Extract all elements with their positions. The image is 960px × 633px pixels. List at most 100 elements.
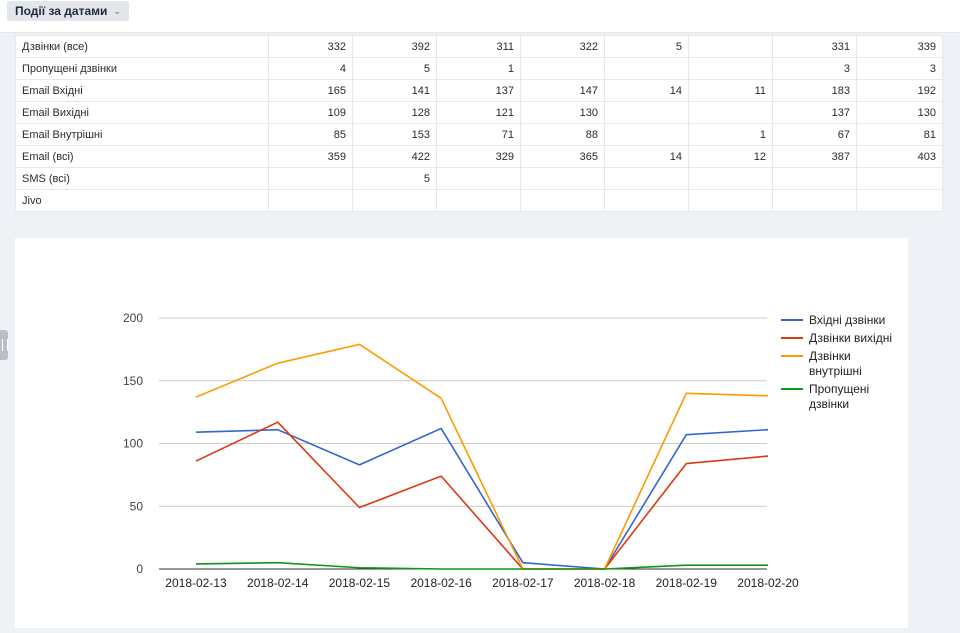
table-cell: 12 bbox=[688, 145, 773, 168]
x-tick-label: 2018-02-14 bbox=[247, 576, 309, 590]
x-tick-label: 2018-02-17 bbox=[492, 576, 554, 590]
stats-table: Дзвінки (все) 332 392 311 322 5 331 339 Пропущен… bbox=[15, 35, 943, 212]
series-line bbox=[195, 427, 769, 570]
legend-label: Дзвінки bbox=[809, 349, 851, 363]
table-cell: 5 bbox=[604, 35, 689, 58]
table-cell: 14 bbox=[604, 145, 689, 168]
table-cell bbox=[688, 101, 773, 124]
table-cell: 322 bbox=[520, 35, 605, 58]
table-cell bbox=[268, 189, 353, 212]
legend-label: внутрішні bbox=[809, 364, 862, 378]
table-cell bbox=[856, 167, 943, 190]
table-cell: 14 bbox=[604, 79, 689, 102]
table-cell: 137 bbox=[772, 101, 857, 124]
table-row: Дзвінки (все) 332 392 311 322 5 331 339 bbox=[15, 35, 943, 58]
table-cell: 130 bbox=[856, 101, 943, 124]
table-row: Email Внутрішні 85 153 71 88 1 67 81 bbox=[15, 123, 943, 146]
x-tick-label: 2018-02-19 bbox=[656, 576, 718, 590]
line-chart: 0 50 100 150 200 2018-02-13 2018-02-14 2018-02-… bbox=[123, 311, 892, 590]
row-label: Email Вхідні bbox=[15, 79, 269, 102]
table-cell: 359 bbox=[268, 145, 353, 168]
x-tick-label: 2018-02-15 bbox=[329, 576, 391, 590]
table-cell: 137 bbox=[436, 79, 521, 102]
x-tick-label: 2018-02-13 bbox=[165, 576, 227, 590]
row-label: Jivo bbox=[15, 189, 269, 212]
table-cell bbox=[772, 167, 857, 190]
table-cell: 128 bbox=[352, 101, 437, 124]
legend-label: дзвінки bbox=[809, 397, 849, 411]
table-cell: 81 bbox=[856, 123, 943, 146]
row-label: SMS (всі) bbox=[15, 167, 269, 190]
row-label: Дзвінки (все) bbox=[15, 35, 269, 58]
series-line bbox=[195, 343, 769, 570]
date-filter-dropdown[interactable]: Події за датами ⌄ bbox=[7, 1, 129, 21]
table-cell: 3 bbox=[856, 57, 943, 80]
table-cell bbox=[268, 167, 353, 190]
table-cell: 141 bbox=[352, 79, 437, 102]
table-cell bbox=[436, 167, 521, 190]
table-row: Email (всі) 359 422 329 365 14 12 387 403 bbox=[15, 145, 943, 168]
row-label: Email (всі) bbox=[15, 145, 269, 168]
table-cell bbox=[520, 57, 605, 80]
table-cell: 192 bbox=[856, 79, 943, 102]
table-cell: 109 bbox=[268, 101, 353, 124]
table-cell: 311 bbox=[436, 35, 521, 58]
table-cell: 365 bbox=[520, 145, 605, 168]
table-cell bbox=[604, 123, 689, 146]
table-cell: 67 bbox=[772, 123, 857, 146]
y-tick-label: 100 bbox=[123, 437, 143, 451]
table-cell: 153 bbox=[352, 123, 437, 146]
table-cell: 88 bbox=[520, 123, 605, 146]
y-tick-label: 0 bbox=[136, 562, 143, 576]
table-cell: 11 bbox=[688, 79, 773, 102]
table-cell: 5 bbox=[352, 57, 437, 80]
legend-label: Дзвінки вихідні bbox=[809, 331, 892, 345]
table-cell: 339 bbox=[856, 35, 943, 58]
chevron-down-icon: ⌄ bbox=[113, 5, 121, 16]
table-cell: 5 bbox=[352, 167, 437, 190]
table-row: Jivo bbox=[15, 189, 943, 212]
y-tick-label: 200 bbox=[123, 311, 143, 325]
legend-label: Пропущені bbox=[809, 382, 869, 396]
series-line bbox=[195, 561, 768, 570]
y-tick-label: 150 bbox=[123, 374, 143, 388]
table-row: Email Вихідні 109 128 121 130 137 130 bbox=[15, 101, 943, 124]
table-cell bbox=[352, 189, 437, 212]
table-cell: 403 bbox=[856, 145, 943, 168]
table-cell bbox=[604, 189, 689, 212]
table-cell: 392 bbox=[352, 35, 437, 58]
table-cell: 121 bbox=[436, 101, 521, 124]
table-cell bbox=[772, 189, 857, 212]
series-line bbox=[195, 421, 769, 570]
row-label: Пропущені дзвінки bbox=[15, 57, 269, 80]
table-cell bbox=[688, 35, 773, 58]
table-cell bbox=[520, 189, 605, 212]
top-toolbar: Події за датами ⌄ bbox=[0, 0, 960, 33]
table-cell bbox=[604, 57, 689, 80]
table-cell: 85 bbox=[268, 123, 353, 146]
table-cell: 183 bbox=[772, 79, 857, 102]
table-row: Пропущені дзвінки 4 5 1 3 3 bbox=[15, 57, 943, 80]
table-cell: 147 bbox=[520, 79, 605, 102]
table-cell: 331 bbox=[772, 35, 857, 58]
row-label: Email Внутрішні bbox=[15, 123, 269, 146]
table-cell bbox=[856, 189, 943, 212]
table-cell: 422 bbox=[352, 145, 437, 168]
table-cell: 387 bbox=[772, 145, 857, 168]
table-cell bbox=[604, 167, 689, 190]
table-row: Email Вхідні 165 141 137 147 14 11 183 192 bbox=[15, 79, 943, 102]
panel-resize-handle[interactable] bbox=[0, 330, 8, 360]
x-tick-label: 2018-02-20 bbox=[737, 576, 799, 590]
table-cell: 4 bbox=[268, 57, 353, 80]
line-chart-card: 0 50 100 150 200 2018-02-13 2018-02-14 2018-02-… bbox=[15, 238, 908, 628]
x-tick-label: 2018-02-16 bbox=[410, 576, 472, 590]
table-cell: 165 bbox=[268, 79, 353, 102]
table-cell bbox=[520, 167, 605, 190]
table-cell bbox=[688, 57, 773, 80]
table-cell: 332 bbox=[268, 35, 353, 58]
table-row: SMS (всі) 5 bbox=[15, 167, 943, 190]
date-filter-label: Події за датами bbox=[15, 4, 108, 18]
table-cell: 71 bbox=[436, 123, 521, 146]
table-cell bbox=[688, 189, 773, 212]
table-cell: 130 bbox=[520, 101, 605, 124]
